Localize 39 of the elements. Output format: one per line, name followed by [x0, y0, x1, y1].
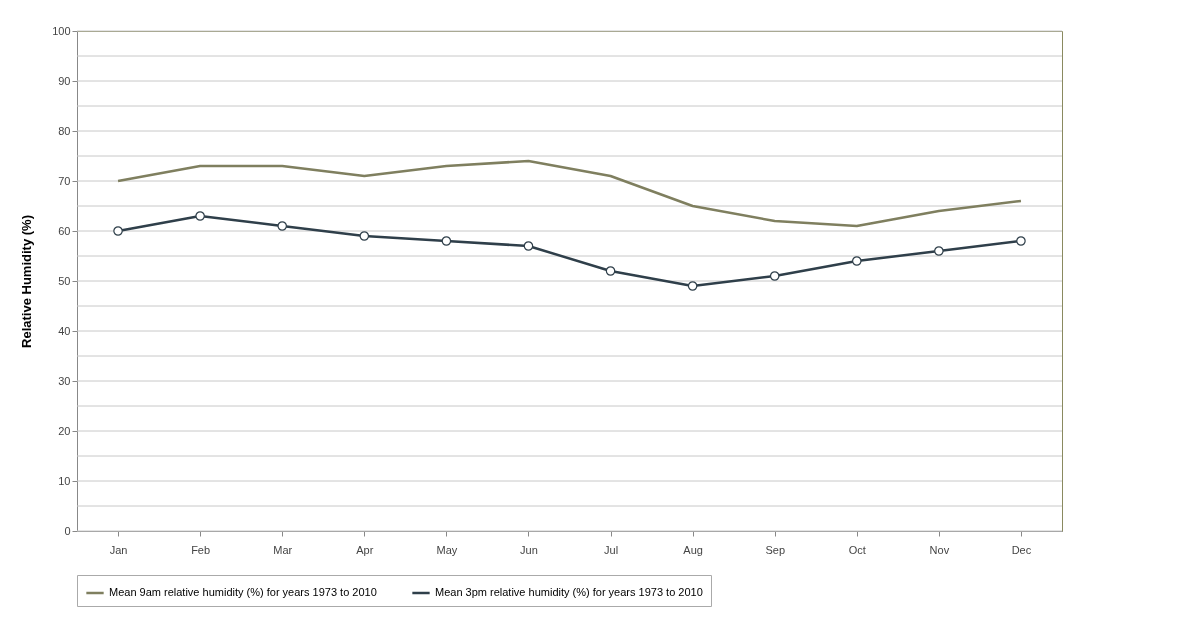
point [195, 211, 205, 221]
x-tick-label: Sep [765, 543, 785, 556]
point [769, 271, 780, 281]
point [359, 231, 370, 241]
y-tick-label: 80 [58, 124, 71, 137]
legend-label: Mean 3pm relative humidity (%) for years 1973 to 2010 [435, 586, 703, 598]
point [277, 221, 287, 231]
x-tick-label: May [436, 543, 458, 556]
line-series [116, 159, 1023, 228]
x-tick-label: Jun [520, 543, 538, 556]
x-tick-label: Oct [848, 543, 866, 556]
point [605, 266, 616, 276]
y-tick-label: 10 [58, 474, 71, 487]
point [113, 226, 123, 236]
y-axis-title: Relative Humidity (%) [19, 215, 35, 348]
y-tick-label: 20 [58, 424, 71, 437]
y-tick-label: 40 [58, 324, 71, 337]
point [523, 241, 534, 251]
x-tick-label: Feb [191, 543, 211, 556]
point [441, 236, 452, 246]
point [687, 281, 698, 291]
y-tick-label: 90 [58, 74, 71, 87]
x-tick-label: Mar [273, 543, 293, 556]
point [1016, 236, 1026, 246]
y-tick-label: 50 [58, 274, 71, 287]
x-tick-label: Jul [604, 543, 619, 556]
legend-label: Mean 9am relative humidity (%) for years 1973 to 2010 [109, 586, 377, 598]
point [852, 256, 862, 266]
x-tick-label: Jan [109, 543, 128, 556]
x-tick-label: Aug [683, 543, 703, 556]
x-tick-label: Nov [929, 543, 950, 556]
x-tick-label: Apr [356, 543, 374, 556]
y-tick-label: 70 [58, 174, 71, 187]
y-tick-label: 100 [52, 24, 71, 37]
y-tick-label: 30 [58, 374, 71, 387]
y-tick-label: 0 [64, 524, 71, 537]
point [934, 246, 944, 256]
x-tick-label: Dec [1011, 543, 1032, 556]
y-tick-label: 60 [58, 224, 71, 237]
